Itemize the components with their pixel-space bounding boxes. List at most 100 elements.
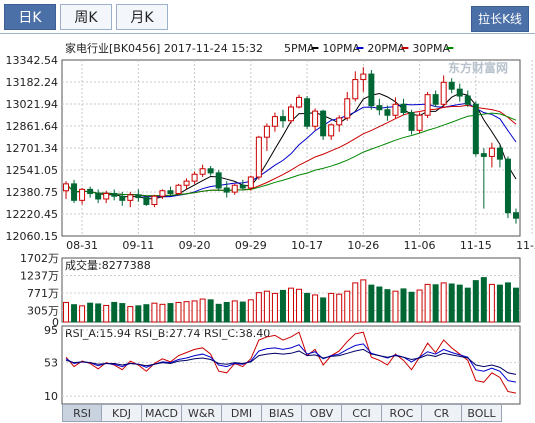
indicator-tab[interactable]: BIAS [262,404,302,422]
price-axis-tick: 12380.75 [6,186,59,199]
price-axis-tick: 12541.05 [6,164,59,177]
candle-body [464,95,471,105]
candle-body [127,194,134,201]
volume-bar [63,301,70,323]
volume-bar [103,304,110,323]
rsi-axis-tick: 53 [44,357,58,370]
price-axis-tick: 12220.45 [6,208,59,221]
time-axis-tick: 11-06 [404,239,436,252]
candle-body [271,116,278,127]
candle-body [368,73,375,107]
volume-bar [368,284,375,323]
candle-body [312,110,319,127]
candle-body [247,176,254,189]
candle-body [199,168,206,175]
volume-bar [127,306,134,323]
volume-bar [247,299,254,323]
volume-bar [312,294,319,323]
stretch-kline-button[interactable]: 拉长K线 [471,6,529,32]
candle-body [344,98,351,119]
indicator-tab[interactable]: CR [422,404,462,422]
tab-month-k[interactable]: 月K [116,4,168,30]
volume-bar [320,297,327,323]
volume-bar [223,301,230,323]
volume-bar [71,304,78,323]
candle-body [215,172,222,189]
watermark-text: 东方财富网 [448,60,508,75]
candle-body [231,184,238,193]
candle-body [336,117,343,126]
indicator-tab[interactable]: CCI [342,404,382,422]
time-axis-tick: 09-29 [235,239,267,252]
candle-body [456,88,463,97]
volume-bar [344,290,351,323]
volume-bar [384,289,391,323]
rsi-line [65,331,517,394]
candle-body [167,190,174,194]
candle-body [392,103,399,116]
candle-body [191,173,198,182]
indicator-tab[interactable]: RSI [62,404,102,422]
candle-body [504,158,511,214]
volume-bar [376,286,383,323]
volume-bar [360,279,367,323]
volume-bar [408,291,415,323]
candle-body [223,187,230,193]
tab-divider [0,33,535,34]
candle-body [79,188,86,201]
candle-body [159,190,166,197]
price-axis-tick: 12701.34 [6,142,59,155]
candle-body [103,192,110,200]
volume-bar [119,303,126,323]
volume-bar [464,287,471,323]
volume-bar [352,282,359,323]
tab-day-k[interactable]: 日K [4,4,56,30]
candle-body [432,94,439,105]
candle-body [408,112,415,131]
rsi-line [65,348,517,375]
time-axis-tick: 09-20 [179,239,211,252]
candle-body [143,197,150,205]
indicator-tab[interactable]: KDJ [102,404,142,422]
volume-bar [167,303,174,323]
volume-bar [215,303,222,323]
candle-body [95,192,102,200]
indicator-tab[interactable]: BOLL [462,404,502,422]
tab-week-k[interactable]: 周K [60,4,112,30]
volume-bar [135,305,142,323]
candle-body [239,184,246,189]
candle-body [135,194,142,199]
indicator-tab[interactable]: MACD [142,404,182,422]
volume-bar [151,302,158,323]
indicator-tab[interactable]: W&R [182,404,222,422]
volume-bar [111,301,118,323]
candle-body [416,114,423,131]
volume-bar [95,303,102,323]
volume-axis-tick: 0 [52,316,59,329]
ma-legend-label: 30PMA [412,42,450,55]
rsi-axis-tick: 95 [44,324,58,337]
ma-legend-label: 5PMA [284,42,315,55]
candle-body [279,116,286,122]
candle-body [304,98,311,127]
period-tabs: 日K 周K 月K [4,4,172,32]
volume-bar [288,287,294,323]
time-axis-tick: 10-26 [347,239,379,252]
indicator-tab[interactable]: ROC [382,404,422,422]
volume-bar [296,288,303,323]
volume-bar [392,290,399,323]
candle-body [376,105,383,111]
candle-body [400,103,407,114]
volume-bar [336,293,343,323]
candle-body [87,188,94,194]
volume-bar [512,287,519,323]
indicator-tab[interactable]: OBV [302,404,342,422]
volume-bar [432,284,439,323]
indicator-tab[interactable]: DMI [222,404,262,422]
candle-body [63,183,70,192]
candle-body [424,94,431,116]
price-axis-tick: 13021.94 [6,98,59,111]
candle-body [207,168,214,174]
volume-bar [472,280,479,323]
candle-body [71,183,78,201]
